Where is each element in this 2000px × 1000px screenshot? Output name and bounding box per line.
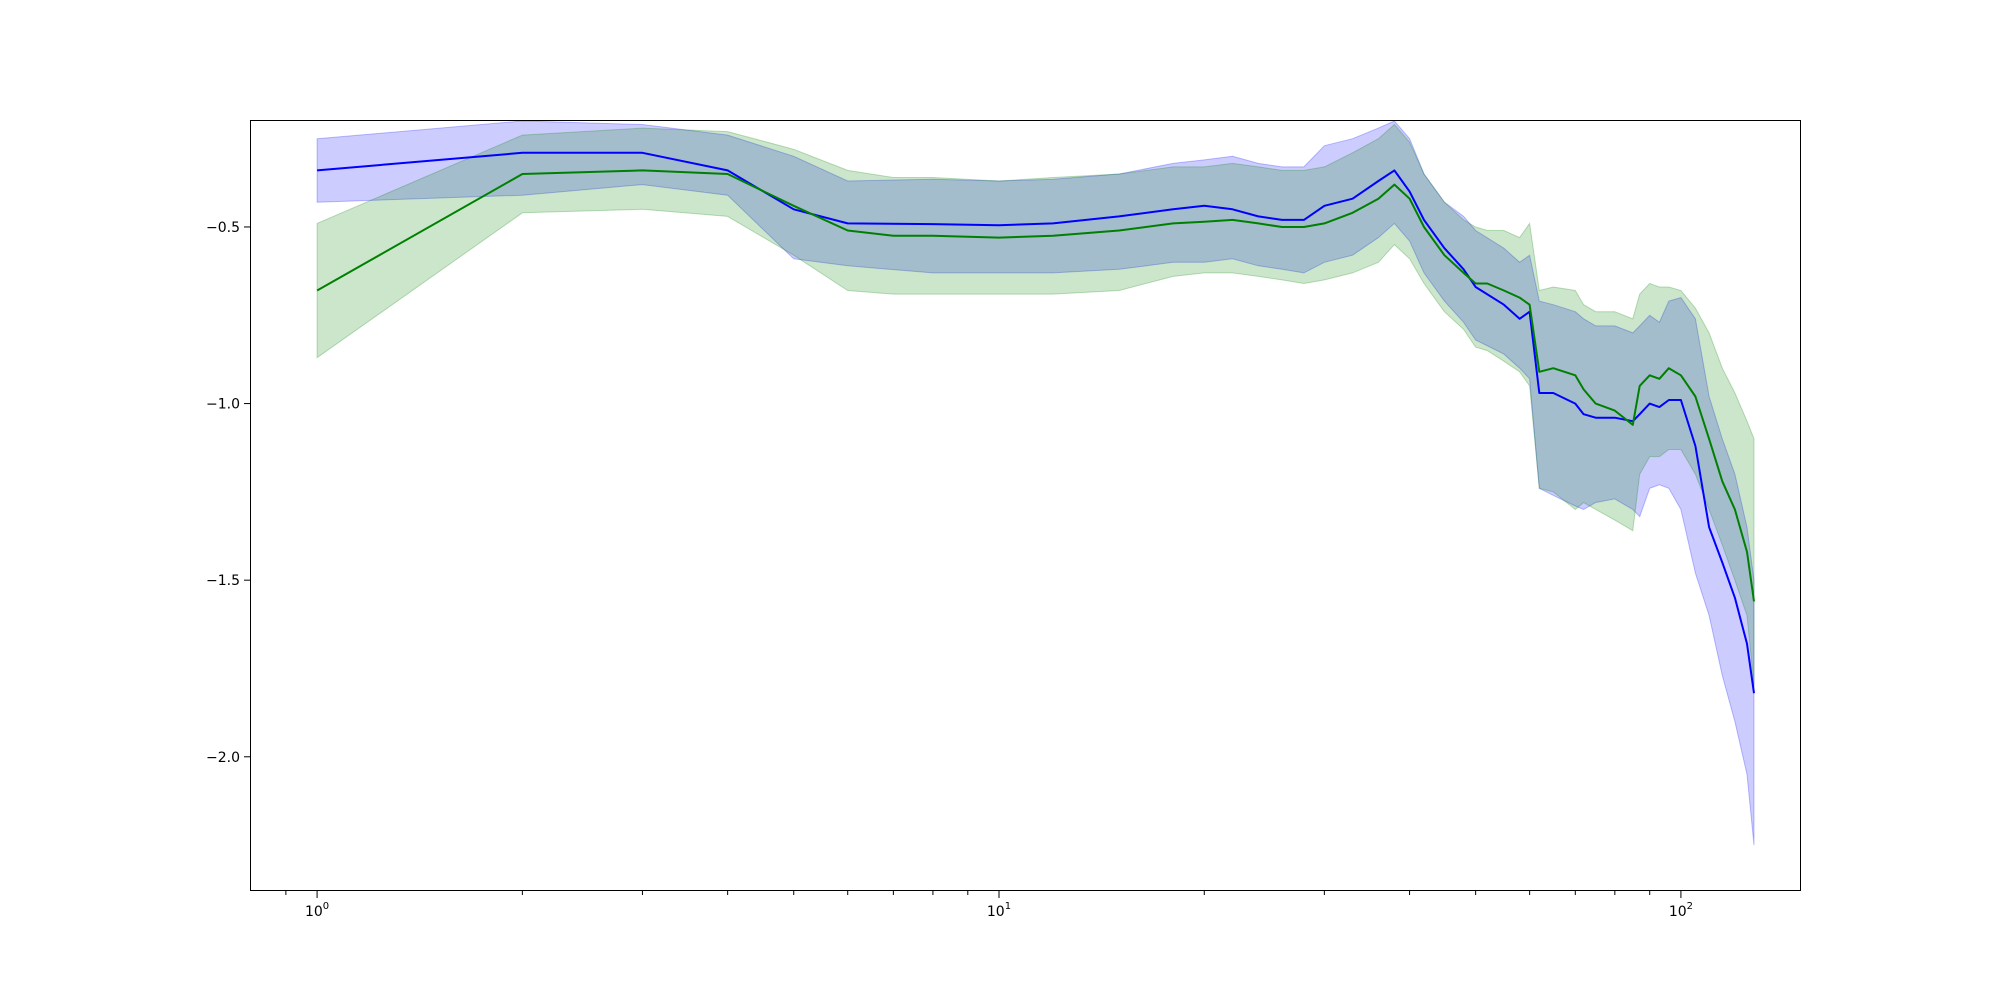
series-1-line	[316, 169, 1755, 602]
y-axis: −0.5 −1.0 −1.5 −2.0	[206, 220, 251, 766]
plot-frame	[250, 120, 1801, 891]
series-1-band	[316, 123, 1755, 687]
x-tick-label: 100	[305, 901, 329, 920]
x-tick-label: 101	[987, 901, 1011, 920]
x-tick-label: 102	[1669, 901, 1693, 920]
y-tick-label: −2.0	[206, 750, 240, 766]
y-tick-label: −1.0	[206, 397, 240, 413]
x-axis: 100 101 102	[285, 891, 1693, 920]
series-0-line	[317, 151, 1755, 694]
confidence-bands	[316, 120, 1755, 846]
series-lines	[316, 151, 1755, 694]
y-tick-label: −0.5	[206, 220, 240, 236]
series-0-band	[316, 120, 1755, 846]
y-tick-label: −1.5	[206, 573, 240, 589]
